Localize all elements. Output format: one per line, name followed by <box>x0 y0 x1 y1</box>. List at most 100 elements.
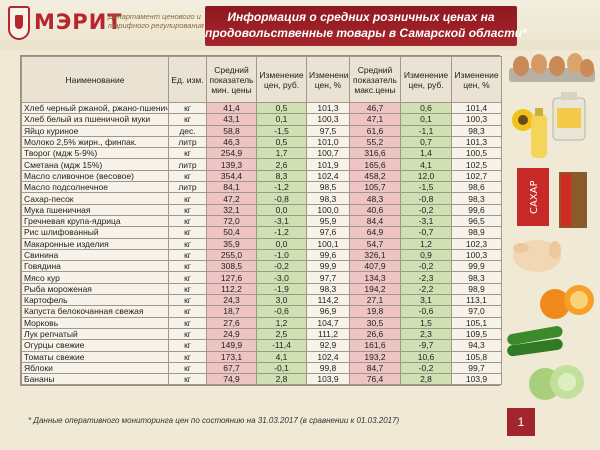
table-body: Хлеб черный ржаной, ржано-пшеничныйкг41,… <box>22 103 502 385</box>
min-price-cell: 43,1 <box>207 114 257 125</box>
unit-cell: кг <box>169 317 207 328</box>
header-min-change-rub: Изменение цен, руб. <box>257 57 307 103</box>
max-price-cell: 54,7 <box>350 238 401 249</box>
header-min-change-pct: Изменение цен, % <box>307 57 350 103</box>
min-change-rub-cell: 0,5 <box>257 136 307 147</box>
min-change-rub-cell: 0,0 <box>257 238 307 249</box>
max-change-rub-cell: -0,8 <box>401 193 452 204</box>
unit-cell: кг <box>169 103 207 114</box>
min-change-pct-cell: 103,9 <box>307 374 350 385</box>
table-header-row: Наименование Ед. изм. Средний показатель… <box>22 57 502 103</box>
min-change-rub-cell: -0,1 <box>257 362 307 373</box>
product-name-cell: Мука пшеничная <box>22 204 169 215</box>
min-change-pct-cell: 100,1 <box>307 238 350 249</box>
max-change-rub-cell: -0,2 <box>401 261 452 272</box>
min-price-cell: 32,1 <box>207 204 257 215</box>
title-line-1: Информация о средних розничных ценах на <box>205 9 517 25</box>
product-name-cell: Масло сливочное (весовое) <box>22 170 169 181</box>
min-change-pct-cell: 96,9 <box>307 306 350 317</box>
min-change-pct-cell: 98,3 <box>307 193 350 204</box>
max-change-rub-cell: 0,7 <box>401 136 452 147</box>
min-price-cell: 72,0 <box>207 215 257 226</box>
max-change-pct-cell: 98,3 <box>452 272 502 283</box>
unit-cell: кг <box>169 351 207 362</box>
page-number: 1 <box>507 408 535 436</box>
max-change-rub-cell: 4,1 <box>401 159 452 170</box>
table-row: Молоко 2,5% жирн., финпак. литр 46,3 0,5 101… <box>22 136 502 147</box>
max-change-rub-cell: -2,3 <box>401 272 452 283</box>
product-name-cell: Гречневая крупа-ядрица <box>22 215 169 226</box>
product-name-cell: Сахар-песок <box>22 193 169 204</box>
min-change-rub-cell: -0,6 <box>257 306 307 317</box>
product-name-cell: Макаронные изделия <box>22 238 169 249</box>
table-row: Огурцы свежие кг 149,9 -11,4 92,9 161,6 -9,7 94… <box>22 340 502 351</box>
min-price-cell: 18,7 <box>207 306 257 317</box>
unit-cell: кг <box>169 238 207 249</box>
cucumber-icon <box>505 326 565 362</box>
max-change-pct-cell: 97,0 <box>452 306 502 317</box>
max-change-rub-cell: 1,4 <box>401 148 452 159</box>
unit-cell: кг <box>169 272 207 283</box>
max-change-rub-cell: 2,3 <box>401 328 452 339</box>
min-change-rub-cell: -1,9 <box>257 283 307 294</box>
min-price-cell: 50,4 <box>207 227 257 238</box>
max-change-pct-cell: 101,4 <box>452 103 502 114</box>
table-row: Творог (мдж 5-9%) кг 254,9 1,7 100,7 316,6 1,4… <box>22 148 502 159</box>
min-change-pct-cell: 101,0 <box>307 136 350 147</box>
page-title: Информация о средних розничных ценах на … <box>205 6 517 46</box>
min-change-rub-cell: -1,5 <box>257 125 307 136</box>
min-change-pct-cell: 92,9 <box>307 340 350 351</box>
min-price-cell: 24,9 <box>207 328 257 339</box>
unit-cell: кг <box>169 215 207 226</box>
product-name-cell: Сметана (мдж 15%) <box>22 159 169 170</box>
min-change-rub-cell: -1,2 <box>257 227 307 238</box>
svg-text:САХАР: САХАР <box>529 180 540 214</box>
max-price-cell: 27,1 <box>350 295 401 306</box>
min-change-rub-cell: 0,5 <box>257 103 307 114</box>
product-name-cell: Рис шлифованный <box>22 227 169 238</box>
table-row: Масло подсолнечное литр 84,1 -1,2 98,5 105,7-… <box>22 182 502 193</box>
max-change-pct-cell: 99,9 <box>452 261 502 272</box>
table-row: Говядина кг 308,5 -0,2 99,9 407,9 -0,2 99,9 <box>22 261 502 272</box>
max-change-rub-cell: 0,9 <box>401 249 452 260</box>
min-change-pct-cell: 98,3 <box>307 283 350 294</box>
min-change-pct-cell: 102,4 <box>307 351 350 362</box>
min-change-rub-cell: -3,1 <box>257 215 307 226</box>
max-change-pct-cell: 96,5 <box>452 215 502 226</box>
milk-icon <box>549 92 589 142</box>
min-price-cell: 173,1 <box>207 351 257 362</box>
max-change-rub-cell: -9,7 <box>401 340 452 351</box>
min-change-pct-cell: 97,6 <box>307 227 350 238</box>
min-change-rub-cell: 2,6 <box>257 159 307 170</box>
unit-cell: кг <box>169 227 207 238</box>
product-name-cell: Томаты свежие <box>22 351 169 362</box>
cabbage-icon <box>527 358 587 404</box>
product-name-cell: Масло подсолнечное <box>22 182 169 193</box>
table-row: Хлеб черный ржаной, ржано-пшеничныйкг41,… <box>22 103 502 114</box>
max-price-cell: 84,7 <box>350 362 401 373</box>
unit-cell: литр <box>169 136 207 147</box>
min-change-pct-cell: 99,6 <box>307 249 350 260</box>
unit-cell: кг <box>169 148 207 159</box>
table-row: Картофель кг 24,3 3,0 114,2 27,1 3,1 113,1 <box>22 295 502 306</box>
product-name-cell: Лук репчатый <box>22 328 169 339</box>
max-price-cell: 84,4 <box>350 215 401 226</box>
max-change-pct-cell: 98,3 <box>452 125 502 136</box>
crest-icon <box>8 6 30 40</box>
eggs-icon <box>507 50 597 84</box>
max-change-pct-cell: 98,6 <box>452 182 502 193</box>
max-change-pct-cell: 98,9 <box>452 283 502 294</box>
footnote: * Данные оперативного мониторинга цен по… <box>28 416 399 425</box>
unit-cell: кг <box>169 295 207 306</box>
max-price-cell: 458,2 <box>350 170 401 181</box>
max-price-cell: 19,8 <box>350 306 401 317</box>
max-price-cell: 40,6 <box>350 204 401 215</box>
min-price-cell: 46,3 <box>207 136 257 147</box>
max-change-pct-cell: 103,9 <box>452 374 502 385</box>
min-change-rub-cell: -1,2 <box>257 182 307 193</box>
max-change-rub-cell: -2,2 <box>401 283 452 294</box>
min-price-cell: 74,9 <box>207 374 257 385</box>
max-price-cell: 55,2 <box>350 136 401 147</box>
max-change-rub-cell: -0,2 <box>401 362 452 373</box>
table-row: Бананы кг 74,9 2,8 103,9 76,4 2,8 103,9 <box>22 374 502 385</box>
